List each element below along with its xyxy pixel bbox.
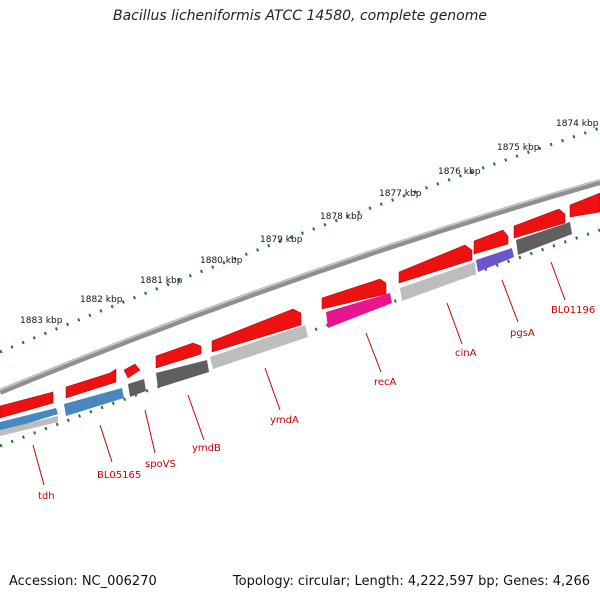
gene-pgsa-reverse[interactable] bbox=[476, 248, 514, 272]
gene-tdh-reverse[interactable] bbox=[0, 408, 58, 432]
gene-label-bl01196: BL01196 bbox=[551, 305, 595, 316]
scale-label-1882: 1882 kbp bbox=[80, 295, 123, 305]
gene-label-bl05165: BL05165 bbox=[97, 470, 141, 481]
scale-label-1879: 1879 kbp bbox=[260, 235, 303, 245]
gene-label-tdh: tdh bbox=[38, 491, 55, 502]
gene-ymdb-forward[interactable] bbox=[155, 342, 202, 369]
gene-label-reca: recA bbox=[374, 377, 397, 388]
scale-label-1877: 1877 kbp bbox=[379, 189, 422, 199]
scale-label-1876: 1876 kbp bbox=[438, 167, 481, 177]
gene-reca-forward[interactable] bbox=[321, 278, 387, 310]
scale-label-1878: 1878 kbp bbox=[320, 212, 363, 222]
gene-spovs-forward[interactable] bbox=[123, 363, 141, 379]
map-title: Bacillus licheniformis ATCC 14580, compl… bbox=[113, 8, 487, 24]
gene-label-pgsa: pgsA bbox=[510, 328, 535, 339]
gene-label-cina: cinA bbox=[455, 348, 477, 359]
scale-label-1883: 1883 kbp bbox=[20, 316, 63, 326]
genome-summary-text: Topology: circular; Length: 4,222,597 bp… bbox=[232, 574, 590, 589]
gene-bl01196-reverse[interactable] bbox=[516, 222, 572, 255]
gene-cina-reverse[interactable] bbox=[400, 262, 476, 301]
gene-label-ymda: ymdA bbox=[270, 415, 299, 426]
gene-label-ymdb: ymdB bbox=[192, 443, 221, 454]
gene-bl01196-forward[interactable] bbox=[513, 208, 566, 239]
gene-tdh-tail[interactable] bbox=[0, 416, 58, 436]
gene-ymdb-reverse[interactable] bbox=[156, 360, 209, 388]
gene-ymda-forward[interactable] bbox=[211, 308, 302, 353]
scale-label-1875: 1875 kbp bbox=[497, 143, 540, 153]
gene-spovs-reverse[interactable] bbox=[128, 379, 146, 397]
gene-bl05165-forward[interactable] bbox=[65, 368, 117, 399]
gene-next-forward[interactable] bbox=[569, 192, 600, 218]
reverse-genes bbox=[0, 222, 572, 436]
scale-label-1881: 1881 kbp bbox=[140, 276, 183, 286]
forward-genes bbox=[0, 192, 600, 419]
genome-backbone bbox=[0, 179, 600, 395]
scale-label-1874: 1874 kbp bbox=[556, 119, 599, 129]
accession-text: Accession: NC_006270 bbox=[9, 574, 157, 589]
gene-label-spovs: spoVS bbox=[145, 459, 176, 470]
gene-bl05165-reverse[interactable] bbox=[64, 388, 124, 416]
genome-backbone-highlight bbox=[0, 179, 600, 391]
gene-cina-forward[interactable] bbox=[398, 244, 473, 284]
gene-ymda-reverse[interactable] bbox=[210, 325, 308, 369]
scale-label-1880: 1880 kbp bbox=[200, 256, 243, 266]
label-leaders bbox=[32, 261, 566, 486]
gene-reca-reverse[interactable] bbox=[326, 293, 392, 328]
gene-pgsa-forward[interactable] bbox=[473, 229, 509, 255]
gene-tdh-forward[interactable] bbox=[0, 391, 54, 419]
